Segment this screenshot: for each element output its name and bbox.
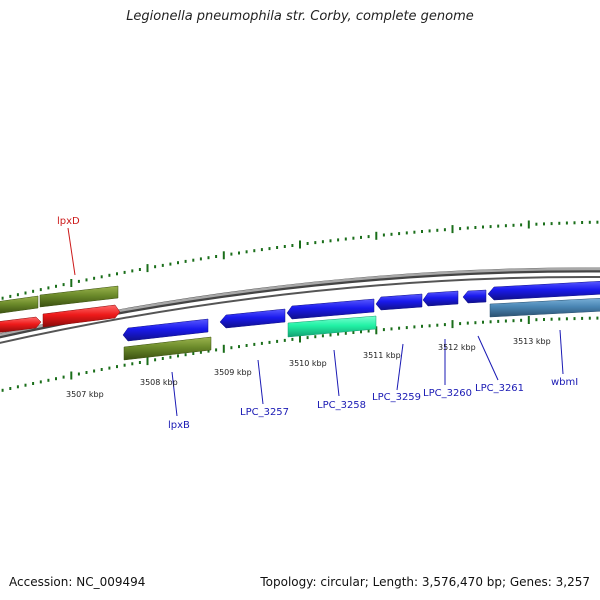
gene-teal-lower[interactable] <box>287 315 377 338</box>
tick-label: 3507 kbp <box>66 390 104 399</box>
leader-LPC_3259 <box>396 343 404 391</box>
leader-wbmI <box>559 329 564 375</box>
tick-marks-inner <box>1 316 599 392</box>
tick-label: 3509 kbp <box>214 368 252 377</box>
tick-marks-outer <box>1 220 599 300</box>
leader-LPC_3261 <box>477 335 499 381</box>
gene-LPC_3258[interactable] <box>286 298 375 320</box>
backbone-inner <box>0 275 600 344</box>
leader-LPC_3257 <box>257 359 264 405</box>
gene-steel-lower[interactable] <box>489 298 600 318</box>
gene-LPC_3261[interactable] <box>462 289 487 304</box>
genome-stats-label: Topology: circular; Length: 3,576,470 bp… <box>260 575 590 589</box>
gene-lpxD-2[interactable] <box>42 304 121 328</box>
gene-label-wbmI: wbmI <box>551 377 578 388</box>
tick-label: 3513 kbp <box>513 337 551 346</box>
leader-LPC_3258 <box>333 349 340 397</box>
leader-lpxD <box>67 227 76 276</box>
gene-label-LPC_3259: LPC_3259 <box>372 392 421 403</box>
tick-label: 3511 kbp <box>363 351 401 360</box>
gene-olive-lower[interactable] <box>123 336 212 361</box>
gene-label-lpxD: lpxD <box>57 216 80 227</box>
gene-label-LPC_3258: LPC_3258 <box>317 400 366 411</box>
gene-lpxB[interactable] <box>122 318 209 342</box>
gene-olive-forward[interactable] <box>0 295 39 314</box>
tick-label: 3508 kbp <box>140 378 178 387</box>
tick-label: 3510 kbp <box>289 359 327 368</box>
gene-label-LPC_3257: LPC_3257 <box>240 407 289 418</box>
accession-label: Accession: NC_009494 <box>9 575 146 589</box>
gene-wbmI[interactable] <box>487 281 600 301</box>
gene-LPC_3259[interactable] <box>375 293 423 311</box>
gene-LPC_3257[interactable] <box>219 308 286 329</box>
gene-label-LPC_3261: LPC_3261 <box>475 383 524 394</box>
gene-label-lpxB: lpxB <box>168 420 190 431</box>
gene-olive-forward[interactable] <box>39 285 119 308</box>
map-title: Legionella pneumophila str. Corby, compl… <box>126 9 474 24</box>
tick-label: 3512 kbp <box>438 343 476 352</box>
gene-label-LPC_3260: LPC_3260 <box>423 388 472 399</box>
leader-lpxB <box>171 371 178 417</box>
gene-LPC_3260[interactable] <box>422 290 459 307</box>
gene-lpxD[interactable] <box>0 316 42 333</box>
